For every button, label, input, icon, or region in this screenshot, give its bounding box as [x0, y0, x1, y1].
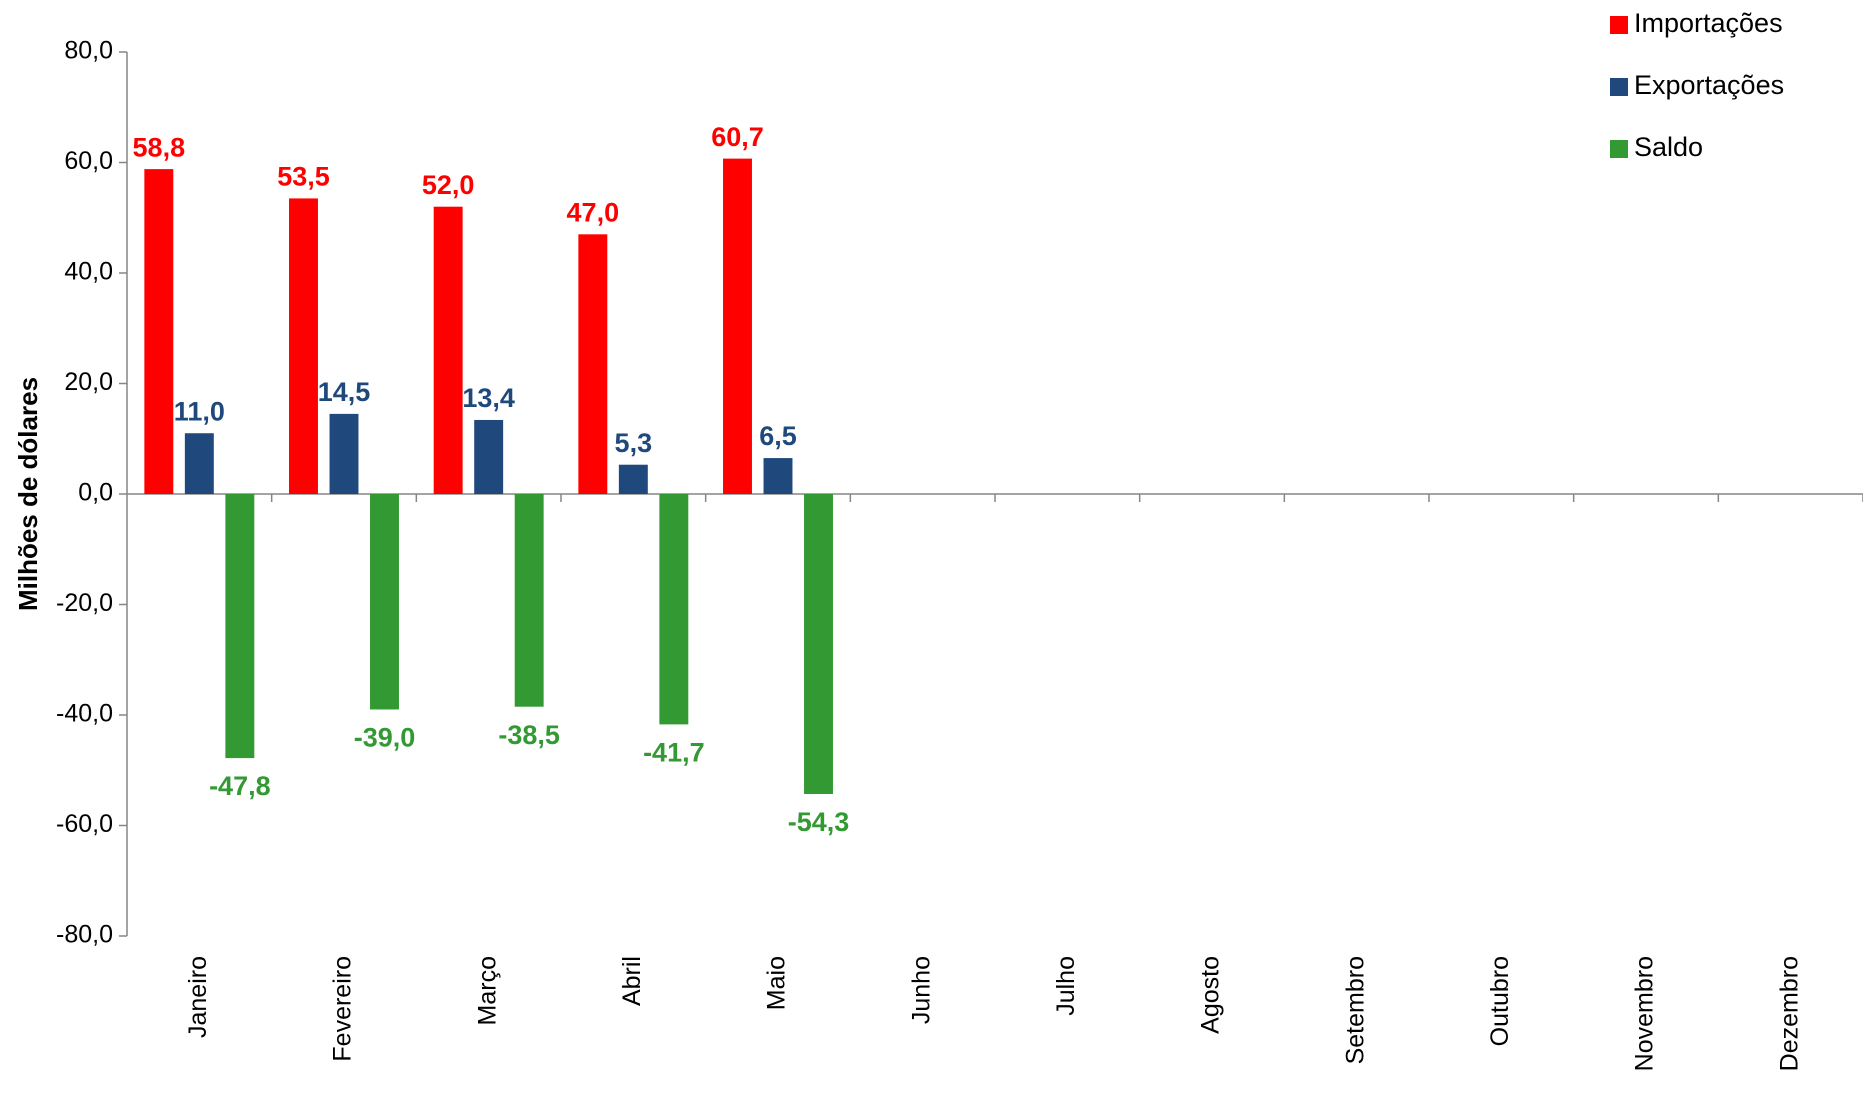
bar — [433, 206, 463, 494]
data-label: -54,3 — [788, 807, 850, 837]
x-tick-label: Março — [473, 956, 501, 1025]
bar — [329, 413, 359, 494]
x-tick-label: Agosto — [1197, 956, 1225, 1034]
data-label: 58,8 — [133, 132, 186, 162]
y-tick-label: -60,0 — [56, 810, 113, 838]
legend-label: Exportações — [1634, 70, 1784, 100]
bar — [723, 158, 752, 494]
data-label: -38,5 — [498, 720, 560, 750]
bar — [763, 458, 793, 494]
x-tick-label: Fevereiro — [329, 956, 357, 1062]
y-tick-label: 20,0 — [64, 368, 113, 396]
bar — [618, 464, 648, 494]
data-label: 13,4 — [462, 383, 515, 413]
y-tick-label: -20,0 — [56, 589, 113, 617]
data-label: 14,5 — [318, 377, 371, 407]
bar — [225, 494, 255, 759]
x-tick-label: Janeiro — [184, 956, 212, 1038]
bar — [370, 494, 399, 710]
x-tick-label: Outubro — [1486, 956, 1514, 1046]
data-label: 6,5 — [759, 421, 797, 451]
legend-label: Saldo — [1634, 132, 1703, 162]
bar — [289, 198, 318, 494]
y-tick-label: -40,0 — [56, 700, 113, 728]
data-label: 52,0 — [422, 170, 475, 200]
data-label: -39,0 — [354, 723, 416, 753]
y-tick-label: 60,0 — [64, 147, 113, 175]
bar — [474, 419, 504, 494]
data-label: 53,5 — [277, 162, 330, 192]
data-label: 60,7 — [711, 122, 764, 152]
bar — [578, 234, 608, 494]
x-tick-label: Junho — [907, 956, 935, 1024]
legend-label: Importações — [1634, 8, 1783, 38]
y-axis-title: Milhões de dólares — [13, 377, 43, 611]
x-tick-label: Julho — [1052, 956, 1080, 1016]
data-label: -41,7 — [643, 738, 705, 768]
bar — [659, 494, 689, 725]
x-tick-label: Novembro — [1631, 956, 1659, 1071]
y-tick-label: 80,0 — [64, 37, 113, 65]
bar — [184, 433, 214, 494]
legend-swatch — [1610, 140, 1628, 158]
bar — [514, 494, 544, 707]
data-label: 5,3 — [615, 428, 653, 458]
data-label: 47,0 — [567, 197, 620, 227]
y-tick-label: 0,0 — [78, 479, 113, 507]
data-label: 11,0 — [174, 396, 225, 426]
x-tick-label: Maio — [763, 956, 791, 1010]
x-tick-label: Dezembro — [1775, 956, 1803, 1071]
x-tick-label: Abril — [618, 956, 646, 1006]
bar — [144, 169, 174, 494]
bar — [804, 494, 833, 795]
x-tick-label: Setembro — [1341, 956, 1369, 1064]
data-label: -47,8 — [209, 771, 271, 801]
y-tick-label: 40,0 — [64, 258, 113, 286]
legend-swatch — [1610, 78, 1628, 96]
y-tick-label: -80,0 — [56, 921, 113, 949]
legend-swatch — [1610, 16, 1628, 34]
